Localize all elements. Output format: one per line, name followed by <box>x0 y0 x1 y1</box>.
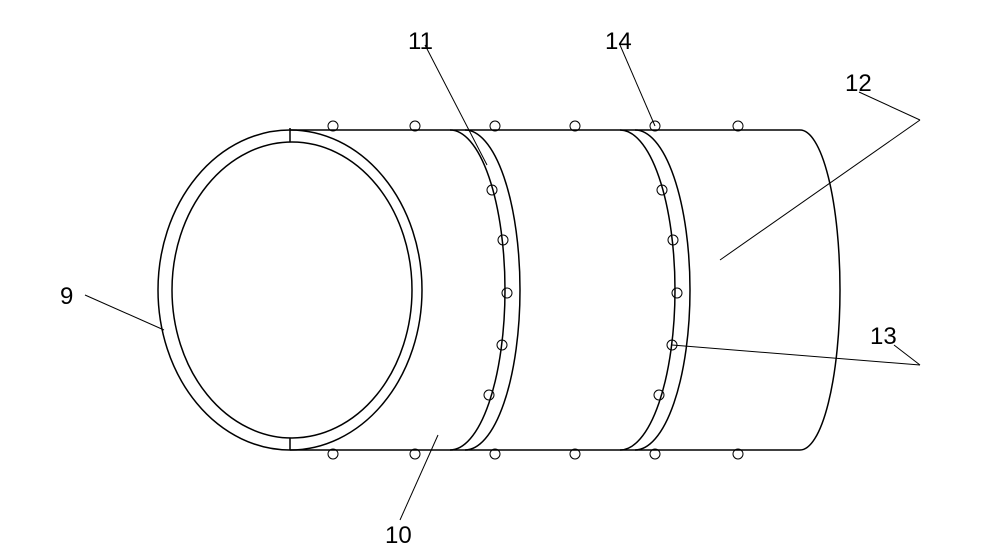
label-13: 13 <box>870 323 897 351</box>
label-12: 12 <box>845 70 872 98</box>
label-11: 11 <box>408 28 433 56</box>
label-14: 14 <box>605 28 632 56</box>
label-10: 10 <box>385 522 412 550</box>
label-9: 9 <box>60 283 73 311</box>
